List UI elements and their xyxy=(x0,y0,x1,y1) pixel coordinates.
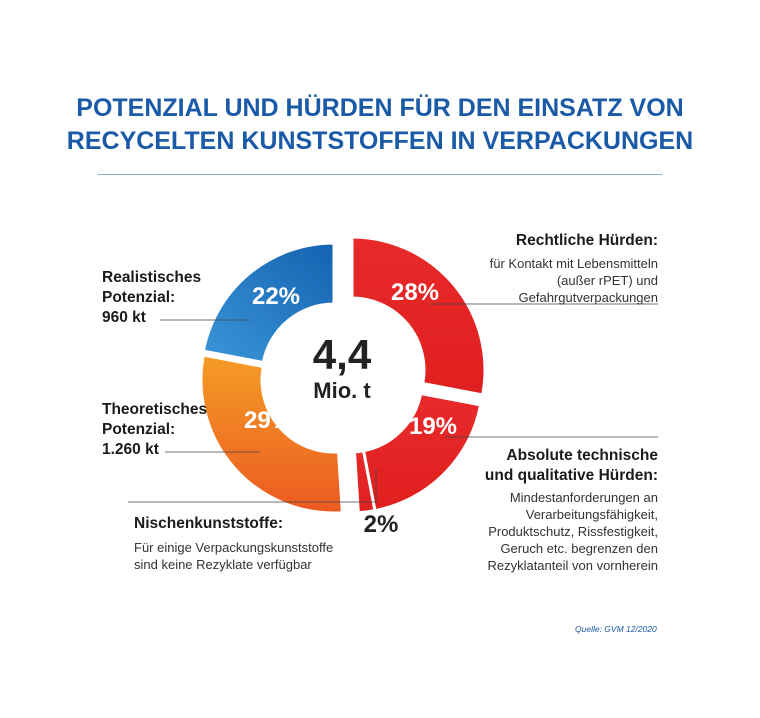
slice-label-realistisch: 22% xyxy=(252,283,300,310)
slice-label-rechtlich: 28% xyxy=(391,279,439,306)
annotation-rechtlich-line2: (außer rPET) und xyxy=(556,273,658,288)
center-unit: Mio. t xyxy=(313,378,371,403)
annotation-rechtlich-line1: für Kontakt mit Lebensmitteln xyxy=(489,256,658,271)
center-value: 4,4 xyxy=(313,331,372,378)
annotation-technisch-line3: Produktschutz, Rissfestigkeit, xyxy=(488,524,658,539)
slice-label-nischen: 2% xyxy=(364,511,399,538)
chart-title-line1: POTENZIAL UND HÜRDEN FÜR DEN EINSATZ VON xyxy=(76,94,684,122)
source-note: Quelle: GVM 12/2020 xyxy=(575,624,657,634)
annotation-realistisch-line3: 960 kt xyxy=(102,309,146,326)
annotation-technisch-heading2: und qualitative Hürden: xyxy=(484,467,658,484)
annotation-nischen-heading: Nischenkunststoffe: xyxy=(134,515,283,532)
annotation-nischen-line2: sind keine Rezyklate verfügbar xyxy=(134,557,312,572)
annotation-technisch-line2: Verarbeitungsfähigkeit, xyxy=(525,507,658,522)
annotation-realistisch-line2: Potenzial: xyxy=(102,289,176,306)
annotation-theoretisch-line3: 1.260 kt xyxy=(102,441,159,458)
annotation-theoretisch-line1: Theoretisches xyxy=(102,401,208,418)
annotation-theoretisch-line2: Potenzial: xyxy=(102,421,176,438)
chart-title-line2: RECYCELTEN KUNSTSTOFFEN IN VERPACKUNGEN xyxy=(66,127,694,155)
annotation-realistisch-line1: Realistisches xyxy=(102,269,202,286)
annotation-technisch-line4: Geruch etc. begrenzen den xyxy=(500,541,658,556)
donut-slice-rechtlich xyxy=(350,235,487,397)
donut-slice-nischen xyxy=(352,448,377,515)
annotation-technisch-line5: Rezyklatanteil von vornherein xyxy=(487,558,658,573)
annotation-rechtlich-heading: Rechtliche Hürden: xyxy=(515,232,658,249)
leader-line-nischen xyxy=(128,468,377,503)
donut-slice-realistisch xyxy=(201,241,336,365)
annotation-rechtlich-line3: Gefahrgutverpackungen xyxy=(518,290,658,305)
annotation-realistisch: Realistisches Potenzial: 960 kt xyxy=(102,268,262,328)
slice-label-technisch: 19% xyxy=(409,413,457,440)
annotation-technisch-line1: Mindestanforderungen an xyxy=(509,490,658,505)
chart-title: POTENZIAL UND HÜRDEN FÜR DEN EINSATZ VON… xyxy=(0,92,760,158)
slice-label-theoretisch: 29% xyxy=(244,407,292,434)
title-divider xyxy=(98,174,662,175)
annotation-technisch-heading1: Absolute technische xyxy=(506,447,658,464)
annotation-rechtlich: Rechtliche Hürden: für Kontakt mit Leben… xyxy=(440,231,658,306)
annotation-technisch: Absolute technische und qualitative Hürd… xyxy=(440,446,658,574)
annotation-nischen: Nischenkunststoffe: Für einige Verpackun… xyxy=(134,514,374,573)
donut-slice-theoretisch xyxy=(199,353,344,515)
annotation-nischen-line1: Für einige Verpackungskunststoffe xyxy=(134,540,334,555)
annotation-theoretisch: Theoretisches Potenzial: 1.260 kt xyxy=(102,400,262,460)
